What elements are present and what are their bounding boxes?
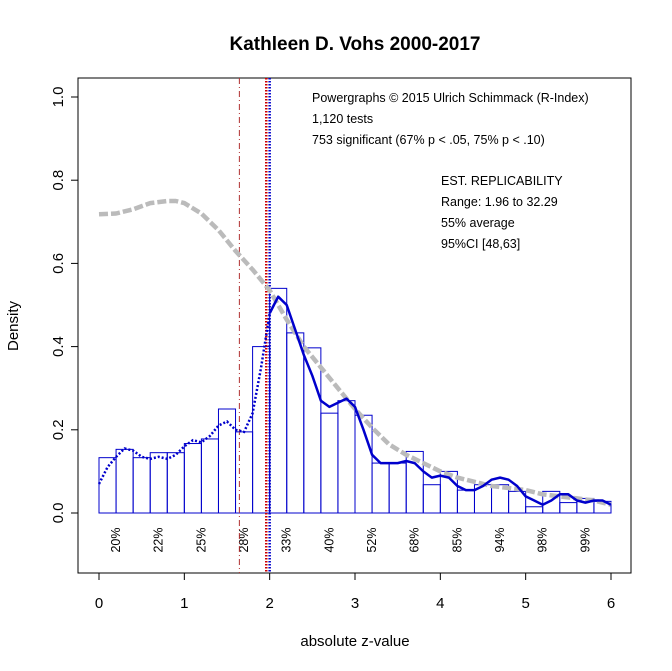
power-label: 99% bbox=[578, 527, 592, 552]
annotation-significant: 753 significant (67% p < .05, 75% p < .1… bbox=[312, 133, 545, 147]
x-axis-label: absolute z-value bbox=[300, 633, 409, 650]
histogram-bar bbox=[269, 287, 288, 514]
histogram-bar bbox=[508, 490, 527, 514]
power-label: 85% bbox=[450, 527, 464, 552]
y-tick-label: 0.0 bbox=[50, 503, 67, 524]
observed-density-significant bbox=[268, 295, 612, 506]
replicability-average: 55% average bbox=[441, 216, 515, 230]
power-label: 52% bbox=[365, 527, 379, 552]
histogram-bar bbox=[371, 462, 390, 514]
x-tick-label: 5 bbox=[521, 595, 529, 612]
x-tick-label: 6 bbox=[607, 595, 615, 612]
y-tick-label: 0.8 bbox=[50, 170, 67, 191]
histogram-bar bbox=[320, 412, 339, 514]
x-tick-label: 3 bbox=[351, 595, 359, 612]
chart-title: Kathleen D. Vohs 2000-2017 bbox=[230, 34, 481, 55]
y-axis-label: Density bbox=[5, 300, 22, 351]
threshold-lines bbox=[238, 78, 271, 573]
histogram-bar bbox=[422, 484, 441, 514]
histogram-bar bbox=[98, 457, 117, 514]
density-curves bbox=[97, 198, 612, 507]
y-tick-label: 0.6 bbox=[50, 253, 67, 274]
histogram-bar bbox=[149, 452, 168, 514]
annotations: Powergraphs © 2015 Ulrich Schimmack (R-I… bbox=[312, 91, 589, 251]
replicability-range: Range: 1.96 to 32.29 bbox=[441, 195, 558, 209]
y-tick-label: 0.4 bbox=[50, 336, 67, 357]
replicability-ci: 95%CI [48,63] bbox=[441, 237, 520, 251]
histogram-bar bbox=[456, 489, 475, 514]
power-label: 40% bbox=[322, 527, 336, 552]
y-tick-label: 1.0 bbox=[50, 87, 67, 108]
power-label: 98% bbox=[536, 527, 550, 552]
histogram-bars bbox=[98, 287, 612, 514]
y-tick-label: 0.2 bbox=[50, 419, 67, 440]
power-label: 20% bbox=[109, 527, 123, 552]
power-label: 94% bbox=[493, 527, 507, 552]
histogram-bar bbox=[200, 438, 219, 514]
power-label: 33% bbox=[280, 527, 294, 552]
x-tick-label: 2 bbox=[265, 595, 273, 612]
histogram-bar bbox=[235, 431, 254, 514]
observed-density-nonsignificant bbox=[97, 313, 271, 485]
x-tick-label: 1 bbox=[180, 595, 188, 612]
histogram-bar bbox=[388, 462, 407, 514]
power-label: 28% bbox=[237, 527, 251, 552]
x-axis: 0 1 2 3 4 5 6 bbox=[95, 572, 615, 612]
annotation-credit: Powergraphs © 2015 Ulrich Schimmack (R-I… bbox=[312, 91, 589, 105]
histogram-bar bbox=[286, 332, 305, 514]
power-label: 68% bbox=[408, 527, 422, 552]
histogram-bar bbox=[132, 457, 151, 514]
power-label: 22% bbox=[152, 527, 166, 552]
histogram-bar bbox=[166, 452, 185, 514]
y-axis: 0.0 0.2 0.4 0.6 0.8 1.0 bbox=[50, 87, 79, 524]
histogram-bar bbox=[405, 450, 424, 514]
histogram-bar bbox=[337, 400, 356, 514]
power-labels: 20% 22% 25% 28% 33% 40% 52% 68% 85% 94% 98% 99% bbox=[109, 527, 592, 552]
histogram-bar bbox=[559, 502, 578, 514]
x-tick-label: 4 bbox=[436, 595, 444, 612]
histogram-bar bbox=[183, 443, 202, 514]
histogram-bar bbox=[525, 506, 544, 514]
x-tick-label: 0 bbox=[95, 595, 103, 612]
histogram-bar bbox=[115, 448, 134, 514]
power-label: 25% bbox=[194, 527, 208, 552]
replicability-heading: EST. REPLICABILITY bbox=[441, 174, 563, 188]
annotation-tests: 1,120 tests bbox=[312, 112, 373, 126]
